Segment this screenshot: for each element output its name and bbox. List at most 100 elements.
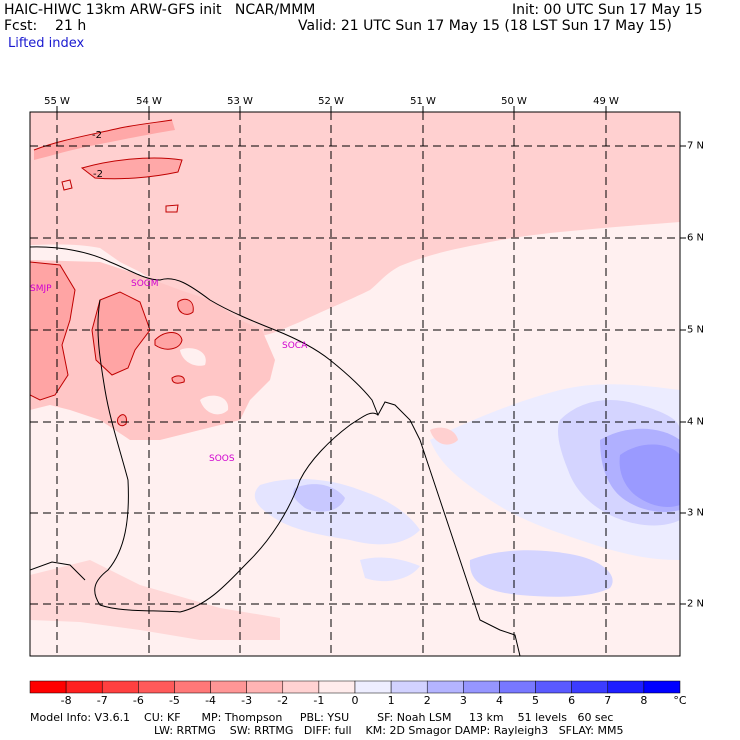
colorbar-tick-label: -6 [132, 694, 144, 707]
field-spot [117, 414, 127, 426]
colorbar-swatch [535, 680, 572, 694]
colorbar-swatch [138, 680, 175, 694]
field-spot [155, 332, 182, 350]
field-band-south [30, 560, 280, 640]
colorbar-unit: °C [673, 694, 687, 707]
colorbar-swatch [65, 680, 103, 694]
colorbar-swatch [499, 680, 536, 694]
colorbar-tick-label: 5 [532, 694, 540, 707]
field-spot [430, 427, 458, 445]
contour-line [171, 375, 185, 384]
contour-line [91, 291, 151, 376]
colorbar-tick-label: 3 [459, 694, 467, 707]
contour-line [177, 298, 194, 315]
colorbar-swatch [246, 680, 284, 694]
field-spot [172, 375, 185, 384]
colorbar-tick-label: 6 [568, 694, 576, 707]
contour-line [30, 261, 76, 401]
colorbar-tick-label: -4 [205, 694, 217, 707]
lon-label-54w: 54 W [136, 96, 162, 107]
field-core-west [30, 262, 75, 400]
contour-label: -2 [92, 130, 102, 141]
lat-label-2n: 2 N [687, 598, 705, 610]
field-patch-north2 [82, 157, 182, 179]
field-light-patch [492, 230, 680, 300]
lat-label-3n: 3 N [687, 507, 705, 519]
station-label: SOOS [209, 454, 235, 464]
colorbar-swatch [101, 680, 139, 694]
lon-label-49w: 49 W [593, 96, 619, 107]
field-positive-4 [619, 444, 680, 507]
field-patch-north1 [34, 120, 175, 160]
frame-ticks [56, 106, 686, 605]
colorbar-tick-label: 2 [423, 694, 431, 707]
lat-label-5n: 5 N [687, 324, 705, 336]
colorbar-tick-label: -5 [168, 694, 180, 707]
lon-label-51w: 51 W [410, 96, 436, 107]
lon-label-50w: 50 W [501, 96, 527, 107]
colorbar-swatch [571, 680, 609, 694]
field-white-patch [180, 348, 206, 366]
colorbar-swatch [463, 680, 500, 694]
colorbar-tick-label: -7 [96, 694, 108, 707]
colorbar-tick-label: -2 [277, 694, 289, 707]
colorbar-swatch [210, 680, 247, 694]
colorbar-swatch [607, 680, 645, 694]
colorbar-tick-label: -8 [60, 694, 72, 707]
station-label: SOGM [131, 279, 159, 289]
contour-line [33, 119, 173, 151]
colorbar-tick-label: -1 [313, 694, 325, 707]
colorbar-tick-label: 0 [351, 694, 359, 707]
colorbar-swatch [318, 680, 356, 694]
colorbar-swatch [426, 680, 464, 694]
map-frame [29, 111, 681, 657]
model-info-line2: LW: RRTMG SW: RRTMG DIFF: full KM: 2D Sm… [154, 724, 624, 737]
coastline-borders [30, 246, 521, 656]
field-positive-8 [360, 557, 420, 582]
lat-label-7n: 7 N [687, 140, 705, 152]
field-core-central [92, 292, 150, 375]
colorbar-swatch [174, 680, 211, 694]
contour-line [80, 157, 183, 180]
colorbar-tick-label: 7 [604, 694, 612, 707]
lat-label-6n: 6 N [687, 232, 705, 244]
valid-time: Valid: 21 UTC Sun 17 May 15 (18 LST Sun … [298, 18, 672, 34]
contour-line [154, 332, 183, 350]
field-inland-band [30, 260, 275, 440]
model-title: HAIC-HIWC 13km ARW-GFS init NCAR/MMM [4, 2, 316, 18]
contour-line [165, 204, 179, 213]
lat-label-4n: 4 N [687, 416, 705, 428]
coastline [30, 246, 521, 656]
lon-label-55w: 55 W [44, 96, 70, 107]
field-white-patch [200, 395, 229, 415]
station-label: SMJP [30, 284, 52, 294]
field-band-minus1 [30, 112, 680, 336]
colorbar-swatch [643, 680, 681, 694]
colorbar-swatch [282, 680, 320, 694]
colorbar-tick-label: 4 [495, 694, 503, 707]
init-time: Init: 00 UTC Sun 17 May 15 [512, 2, 703, 18]
field-positive-6 [293, 484, 345, 512]
border-south [30, 561, 86, 581]
colorbar-swatch [354, 680, 392, 694]
forecast-hour: Fcst: 21 h [4, 18, 87, 34]
station-label: SOCA [282, 341, 308, 351]
contour-line [61, 179, 73, 191]
lifted-index-field [30, 112, 680, 656]
contour-label: -2 [93, 169, 103, 180]
lon-label-52w: 52 W [318, 96, 344, 107]
colorbar-tick-label: 8 [640, 694, 648, 707]
colorbar-tick-label: 1 [387, 694, 395, 707]
field-positive-7 [469, 550, 613, 597]
contour-line [117, 414, 127, 427]
field-name: Lifted index [8, 36, 85, 51]
field-spot [177, 299, 194, 315]
colorbar-swatch [390, 680, 428, 694]
lon-label-53w: 53 W [227, 96, 253, 107]
contour-lines [30, 119, 194, 427]
lat-lon-grid [30, 112, 680, 656]
colorbar [29, 680, 681, 694]
colorbar-tick-label: -3 [241, 694, 253, 707]
model-info-line1: Model Info: V3.6.1 CU: KF MP: Thompson P… [30, 711, 614, 724]
